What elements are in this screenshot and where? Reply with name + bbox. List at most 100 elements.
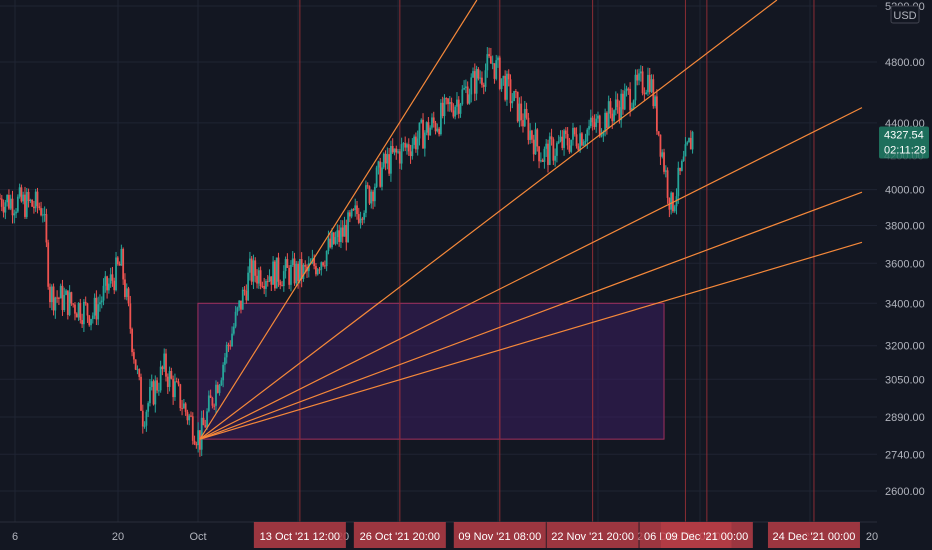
candle-body [109, 274, 112, 284]
candle-body [250, 258, 253, 282]
candle-body [518, 103, 521, 122]
candle-body [495, 60, 498, 79]
candle-body [215, 384, 217, 406]
candle-body [613, 110, 615, 122]
candle-body [341, 227, 344, 237]
time-tag-label: 22 Nov '21 20:00 [551, 531, 634, 543]
candle-body [345, 224, 348, 243]
price-tick-label: 4000.00 [885, 185, 925, 197]
candle-body [152, 381, 155, 405]
candle-body [190, 415, 192, 417]
candle-body [65, 290, 67, 295]
candle-body [563, 130, 565, 148]
fan-ray [199, 0, 478, 440]
price-axis-bg [877, 0, 932, 550]
candle-body [179, 384, 182, 409]
candle-body [336, 230, 339, 238]
currency-label: USD [893, 10, 916, 22]
candle-body [325, 250, 328, 267]
candle-body [59, 285, 62, 299]
candle-body [323, 265, 326, 267]
candle-body [240, 300, 242, 310]
candle-body [416, 138, 419, 150]
price-tick-label: 3800.00 [885, 220, 925, 232]
candle-body [639, 71, 642, 74]
candle-body [550, 136, 553, 140]
candle-body [423, 132, 426, 149]
price-tick-label: 2600.00 [885, 486, 925, 498]
candle-body [600, 135, 603, 137]
candle-body [479, 77, 482, 79]
candle-body [473, 71, 476, 94]
candle-body [50, 286, 53, 303]
candle-body [263, 286, 266, 289]
candle-body [573, 127, 576, 135]
candle-body [290, 264, 292, 285]
candle-body [70, 292, 73, 304]
candle-body [366, 185, 369, 187]
candle-body [516, 91, 519, 122]
candle-body [356, 205, 358, 215]
candle-body [432, 117, 435, 123]
fan-ray [199, 241, 863, 440]
candle-body [168, 370, 171, 387]
candle-body [279, 281, 282, 286]
candle-body [463, 87, 465, 90]
candle-body [272, 261, 275, 285]
candle-body [618, 107, 621, 121]
candle-body [504, 75, 507, 100]
candle-body [38, 206, 41, 209]
candle-body [236, 307, 239, 312]
candle-body [257, 270, 260, 284]
candle-body [284, 259, 287, 272]
candle-body [275, 257, 278, 289]
candle-body [268, 276, 271, 282]
candle-body [384, 153, 387, 164]
candle-body [9, 198, 12, 209]
candle-body [402, 143, 405, 145]
candle-body [593, 122, 596, 127]
candle-body [532, 139, 535, 155]
candle-body [125, 288, 128, 297]
candle-body [616, 99, 619, 108]
candle-body [11, 198, 14, 216]
candle-body [49, 286, 51, 303]
candle-body [54, 297, 57, 311]
candle-body [86, 303, 89, 316]
candle-body [425, 122, 428, 133]
candlestick-series [0, 47, 694, 457]
candle-body [2, 206, 5, 213]
candle-body [95, 297, 98, 320]
gann-fan[interactable] [199, 0, 863, 440]
candle-body [34, 191, 37, 209]
candle-body [570, 139, 573, 152]
candle-body [382, 153, 385, 168]
candle-body [359, 218, 362, 223]
candle-body [597, 115, 599, 119]
candle-body [175, 381, 178, 383]
candle-body [29, 199, 32, 202]
candle-body [415, 136, 417, 150]
candle-body [202, 417, 205, 426]
candle-body [686, 142, 689, 145]
candle-body [584, 140, 587, 142]
candle-body [222, 364, 225, 381]
candle-body [568, 145, 571, 152]
candle-body [231, 333, 233, 347]
candle-body [211, 397, 214, 406]
price-axis[interactable]: 5200.004800.004400.004000.003800.003600.… [877, 0, 932, 550]
current-price-value: 4327.54 [884, 130, 924, 142]
candle-body [677, 167, 680, 197]
candle-body [379, 161, 382, 187]
time-tag-label: 09 Nov '21 08:00 [458, 531, 541, 543]
candle-body [452, 110, 455, 117]
candle-body [545, 143, 548, 149]
candle-body [266, 281, 269, 283]
candle-body [422, 119, 424, 149]
candle-body [602, 132, 605, 136]
price-tick-label: 3200.00 [885, 341, 925, 353]
candle-body [216, 384, 219, 393]
candle-body [511, 101, 514, 104]
candle-body [557, 141, 560, 144]
